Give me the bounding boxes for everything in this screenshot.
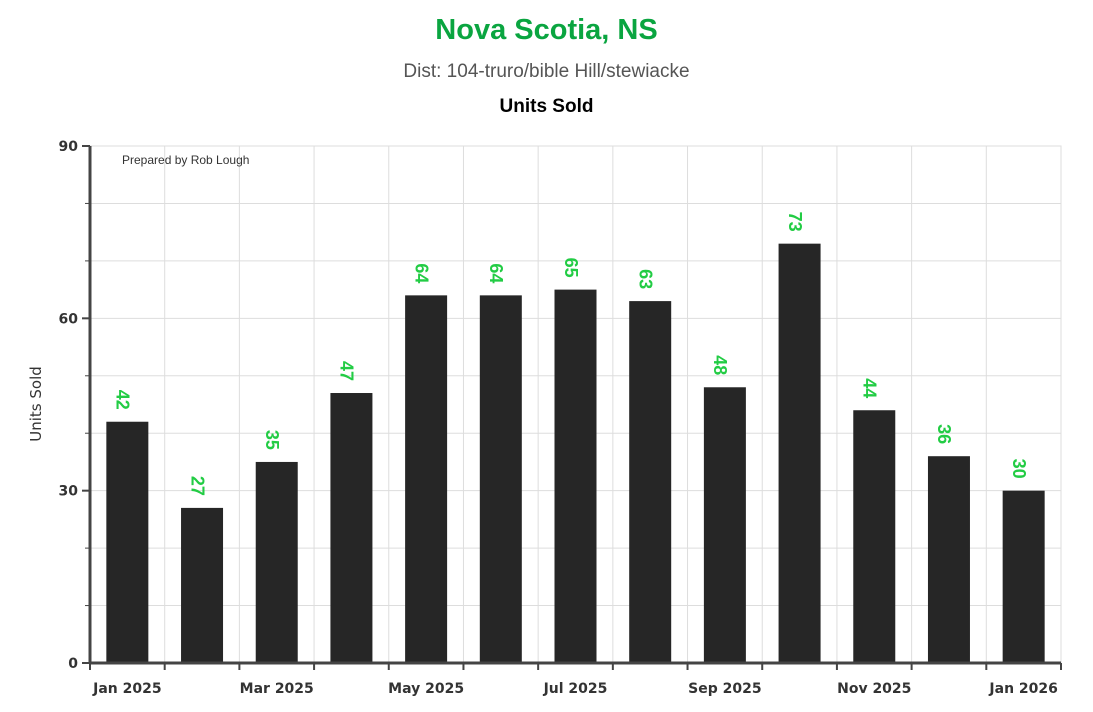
data-label: 48 bbox=[710, 355, 730, 375]
bar-may-2025[interactable] bbox=[405, 295, 448, 663]
x-tick-label: Jan 2025 bbox=[92, 681, 161, 697]
x-tick-label: May 2025 bbox=[388, 681, 464, 697]
x-tick-label: Jul 2025 bbox=[543, 681, 608, 697]
data-label: 35 bbox=[262, 430, 282, 450]
axes: 0 30 60 90 Jan 2025 Mar 2025 May 2025 Jul 2025 S… bbox=[59, 139, 1062, 697]
bar-jan-2025[interactable] bbox=[106, 421, 149, 663]
data-label: 65 bbox=[561, 258, 581, 278]
y-tick-label: 30 bbox=[59, 484, 79, 500]
bar-sep-2025[interactable] bbox=[703, 387, 746, 663]
bar-apr-2025[interactable] bbox=[330, 393, 373, 663]
data-labels: 42 27 35 47 64 64 65 63 48 73 44 36 30 bbox=[113, 212, 1029, 496]
bar-jan-2026[interactable] bbox=[1002, 490, 1045, 663]
x-tick-label: Mar 2025 bbox=[240, 681, 314, 697]
bar-dec-2025[interactable] bbox=[927, 456, 970, 663]
bar-aug-2025[interactable] bbox=[629, 301, 672, 663]
x-tick-label: Sep 2025 bbox=[688, 681, 761, 697]
bar-mar-2025[interactable] bbox=[255, 461, 298, 663]
data-label: 30 bbox=[1009, 459, 1029, 479]
bars bbox=[106, 243, 1045, 663]
x-tick-label: Nov 2025 bbox=[837, 681, 911, 697]
bar-jun-2025[interactable] bbox=[479, 295, 522, 663]
x-tick-label: Jan 2026 bbox=[988, 681, 1057, 697]
chart-subtitle: Dist: 104-truro/bible Hill/stewiacke bbox=[403, 61, 690, 82]
bar-jul-2025[interactable] bbox=[554, 289, 597, 663]
data-label: 42 bbox=[113, 390, 133, 410]
data-label: 64 bbox=[411, 263, 431, 283]
data-label: 44 bbox=[860, 378, 880, 398]
data-label: 63 bbox=[635, 269, 655, 289]
prepared-by-credit: Prepared by Rob Lough bbox=[122, 153, 249, 167]
y-tick-label: 0 bbox=[68, 656, 78, 672]
data-label: 64 bbox=[486, 263, 506, 283]
bar-nov-2025[interactable] bbox=[853, 410, 896, 663]
bar-oct-2025[interactable] bbox=[778, 243, 821, 663]
chart-title: Nova Scotia, NS bbox=[435, 14, 658, 46]
y-tick-label: 90 bbox=[59, 139, 79, 155]
data-label: 73 bbox=[785, 212, 805, 232]
data-label: 36 bbox=[934, 424, 954, 444]
data-label: 27 bbox=[187, 476, 207, 496]
chart-metric-label: Units Sold bbox=[499, 96, 594, 117]
bar-feb-2025[interactable] bbox=[181, 507, 224, 663]
y-axis-label: Units Sold bbox=[27, 366, 45, 442]
data-label: 47 bbox=[337, 361, 357, 381]
y-tick-label: 60 bbox=[59, 311, 79, 327]
